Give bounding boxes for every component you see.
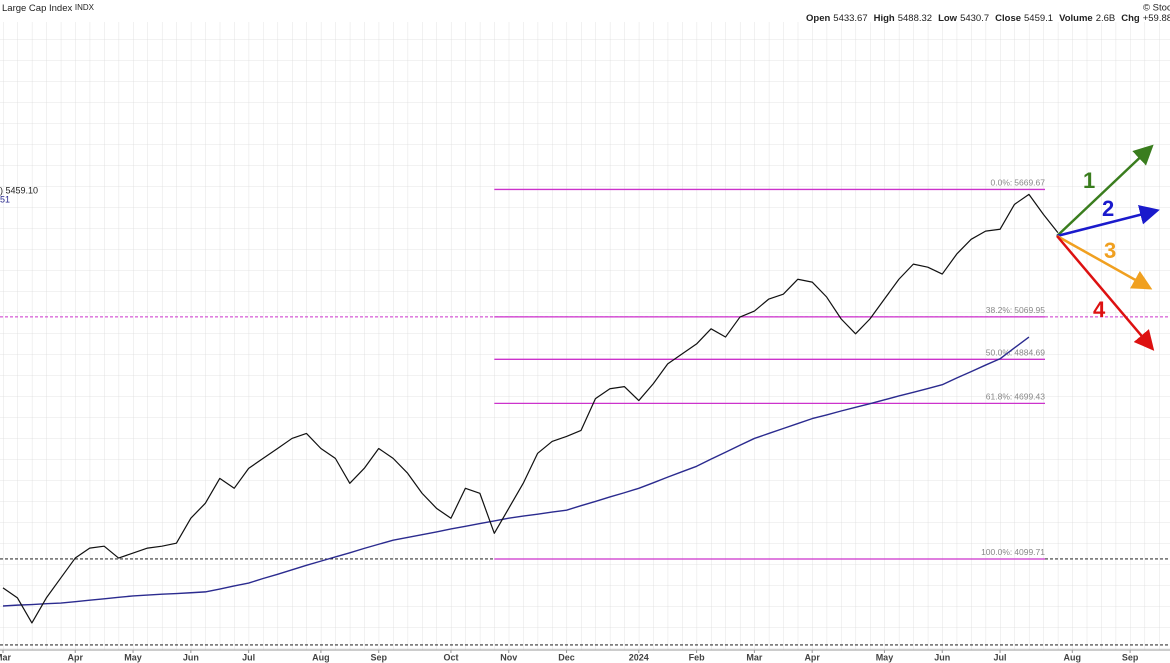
annotation: 4 bbox=[1093, 297, 1106, 322]
ohlc-value: 5433.67 bbox=[833, 13, 867, 24]
legend-fragment: 51 bbox=[0, 194, 10, 204]
arrow bbox=[1056, 144, 1154, 237]
marks: 0.0%: 5669.67 38.2%: 5069.95 50.0%: 4884.69 61… bbox=[0, 178, 1170, 662]
x-tick-label: Jun bbox=[183, 652, 199, 662]
x-tick-label: Jun bbox=[934, 652, 950, 662]
title: Large Cap Index INDX bbox=[2, 3, 95, 14]
ohlc-value: 5459.1 bbox=[1024, 13, 1053, 24]
legend-fragment: ) 5459.10 bbox=[0, 185, 38, 195]
x-tick-label: Sep bbox=[370, 652, 387, 662]
fib-label: 100.0%: 4099.71 bbox=[981, 547, 1045, 557]
ohlc-label: Low bbox=[938, 13, 958, 24]
ohlc-value: 5488.32 bbox=[898, 13, 932, 24]
fib-value: 4884.69 bbox=[1014, 348, 1045, 358]
x-tick-label: Apr bbox=[804, 652, 820, 662]
x-tick-label: Aug bbox=[312, 652, 330, 662]
fib-label: 0.0%: 5669.67 bbox=[991, 178, 1046, 188]
ohlc-value: +59.88 bbox=[1143, 13, 1170, 24]
x-tick-label: May bbox=[124, 652, 142, 662]
annotation: 3 bbox=[1104, 238, 1116, 263]
fib-value: 4699.43 bbox=[1014, 392, 1045, 402]
ohlc-value: 5430.7 bbox=[960, 13, 989, 24]
ohlc-label: Close bbox=[995, 13, 1021, 24]
fib-percent: 61.8%: bbox=[986, 392, 1012, 402]
ohlc-row: Open 5433.67 High 5488.32 Low 5430.7 Close 5459… bbox=[806, 13, 1170, 24]
price-line bbox=[2, 193, 1059, 624]
fib-percent: 100.0%: bbox=[981, 547, 1012, 557]
ohlc-label: Volume bbox=[1059, 13, 1093, 24]
fib-value: 5069.95 bbox=[1014, 305, 1045, 315]
x-tick-label: 2024 bbox=[629, 652, 649, 662]
fib-percent: 38.2%: bbox=[986, 305, 1012, 315]
x-tick-label: Mar bbox=[746, 652, 763, 662]
fib-label: 38.2%: 5069.95 bbox=[986, 305, 1045, 315]
ohlc-label: Chg bbox=[1121, 13, 1140, 24]
ohlc-value: 2.6B bbox=[1096, 13, 1116, 24]
ohlc-label: Open bbox=[806, 13, 830, 24]
fib-percent: 50.0%: bbox=[986, 348, 1012, 358]
x-tick-label: Dec bbox=[558, 652, 575, 662]
x-tick-label: Aug bbox=[1064, 652, 1082, 662]
source: © StockC bbox=[1143, 3, 1170, 14]
arrow bbox=[1056, 234, 1153, 290]
fib-value: 5669.67 bbox=[1014, 178, 1045, 188]
ohlc-label: High bbox=[874, 13, 895, 24]
moving-average bbox=[2, 336, 1030, 607]
x-tick-label: Sep bbox=[1122, 652, 1139, 662]
fib-label: 50.0%: 4884.69 bbox=[986, 348, 1045, 358]
fib-label: 61.8%: 4699.43 bbox=[986, 392, 1045, 402]
x-tick-label: Nov bbox=[500, 652, 517, 662]
annotation: 2 bbox=[1102, 196, 1114, 221]
annotation: 1 bbox=[1083, 168, 1095, 193]
x-tick-label: Jul bbox=[994, 652, 1007, 662]
fib-percent: 0.0%: bbox=[991, 178, 1013, 188]
x-tick-label: May bbox=[876, 652, 894, 662]
x-tick-label: Oct bbox=[443, 652, 458, 662]
symbol: INDX bbox=[75, 3, 95, 12]
grid bbox=[0, 22, 1170, 650]
x-tick-label: Apr bbox=[68, 652, 84, 662]
x-tick-label: Jul bbox=[242, 652, 255, 662]
x-tick-label: Feb bbox=[689, 652, 706, 662]
x-tick-label: Mar bbox=[0, 652, 11, 662]
fib-value: 4099.71 bbox=[1014, 547, 1045, 557]
arrow bbox=[1056, 205, 1160, 238]
title-text: Large Cap Index bbox=[2, 3, 72, 14]
arrow bbox=[1056, 235, 1155, 351]
